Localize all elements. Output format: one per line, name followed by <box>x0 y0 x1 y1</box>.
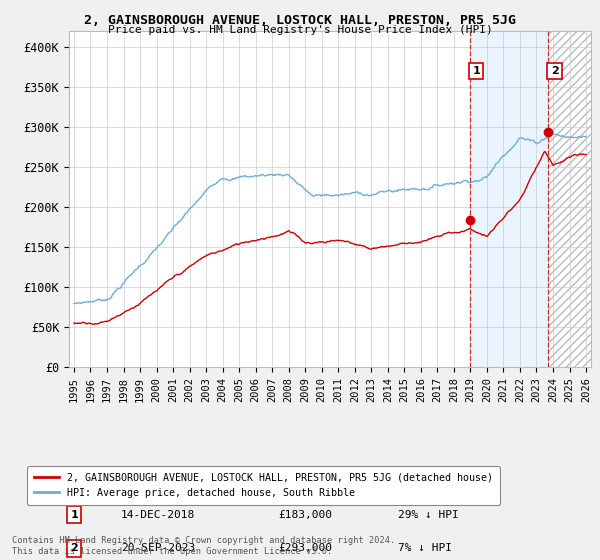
Text: 14-DEC-2018: 14-DEC-2018 <box>121 510 196 520</box>
Text: 1: 1 <box>472 66 480 76</box>
Text: Price paid vs. HM Land Registry's House Price Index (HPI): Price paid vs. HM Land Registry's House … <box>107 25 493 35</box>
Text: 7% ↓ HPI: 7% ↓ HPI <box>398 543 452 553</box>
Text: Contains HM Land Registry data © Crown copyright and database right 2024.
This d: Contains HM Land Registry data © Crown c… <box>12 536 395 556</box>
Bar <box>548 31 595 367</box>
Text: £183,000: £183,000 <box>278 510 332 520</box>
Text: 20-SEP-2023: 20-SEP-2023 <box>121 543 196 553</box>
Text: 2: 2 <box>70 543 78 553</box>
Text: 2, GAINSBOROUGH AVENUE, LOSTOCK HALL, PRESTON, PR5 5JG: 2, GAINSBOROUGH AVENUE, LOSTOCK HALL, PR… <box>84 14 516 27</box>
Text: 2: 2 <box>551 66 559 76</box>
Text: 1: 1 <box>70 510 78 520</box>
Bar <box>548 31 595 367</box>
Text: 29% ↓ HPI: 29% ↓ HPI <box>398 510 458 520</box>
Bar <box>470 31 548 367</box>
Text: £293,000: £293,000 <box>278 543 332 553</box>
Legend: 2, GAINSBOROUGH AVENUE, LOSTOCK HALL, PRESTON, PR5 5JG (detached house), HPI: Av: 2, GAINSBOROUGH AVENUE, LOSTOCK HALL, PR… <box>27 466 500 505</box>
